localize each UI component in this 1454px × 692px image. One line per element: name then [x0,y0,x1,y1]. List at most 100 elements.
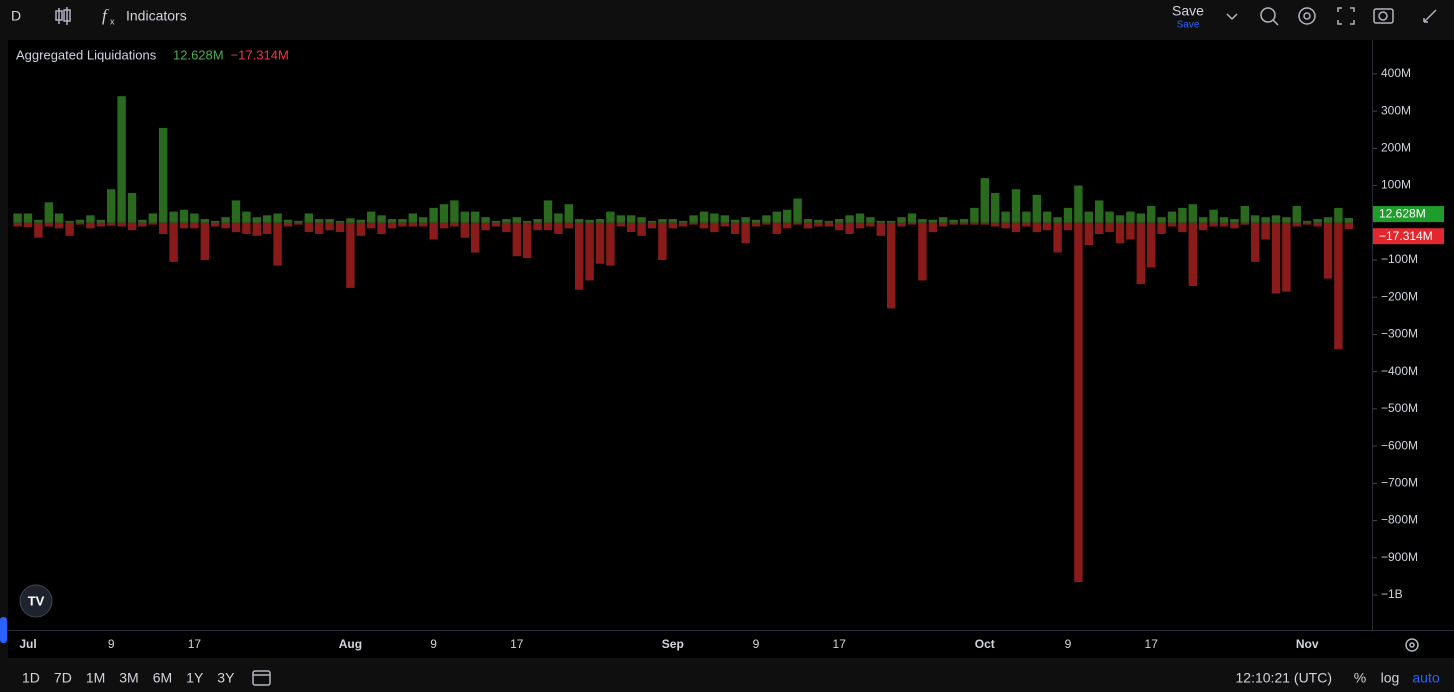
legend-value: −17.314M [231,47,289,62]
bar [575,219,584,223]
y-tick-label: 100M [1381,178,1411,192]
bar [387,222,397,229]
bar [1219,217,1229,223]
auto-toggle[interactable]: auto [1412,670,1439,686]
alert-icon[interactable] [1260,7,1279,26]
bar [991,192,1000,223]
bar [356,222,365,236]
bar [211,220,220,223]
y-tick-label: −1B [1381,587,1403,601]
bar [710,222,719,233]
fullscreen-icon[interactable] [1337,7,1355,25]
logo[interactable]: TV [19,584,53,618]
bar [699,222,709,229]
bar [221,222,230,229]
bar [1136,213,1145,223]
bar [741,222,750,244]
bar [107,222,116,226]
bar [543,222,553,231]
x-tick-label: 17 [188,637,202,651]
date-range-icon[interactable] [252,670,271,686]
range-button[interactable]: 1D [22,670,40,686]
bar [419,222,428,227]
legend-value: 12.628M [173,47,224,62]
bar [419,217,428,223]
bar [585,219,594,223]
bar [897,217,906,223]
chart-type-icon[interactable] [55,7,71,25]
range-button[interactable]: 1Y [186,670,204,686]
bar [512,217,521,223]
bar [1063,222,1073,231]
bar [367,211,376,223]
bar [304,222,313,233]
bar [439,204,449,223]
bar [242,222,251,234]
indicators-icon-sub: x [110,16,115,26]
bar [616,222,625,227]
bar [502,219,511,223]
settings-icon[interactable] [1298,7,1316,25]
bar [75,219,85,223]
y-axis: 400M 300M 200M 100M −100M −200M −300M −400M −500… [19,66,1444,651]
bar [1053,217,1062,223]
publish-icon[interactable] [1423,9,1437,23]
chart-pane [8,40,1372,630]
bar [824,222,833,227]
screenshot-icon[interactable] [1373,8,1394,24]
bar [231,222,241,233]
range-button[interactable]: 6M [153,670,172,686]
save-dropdown[interactable] [1226,13,1238,21]
range-button[interactable]: 1M [86,670,105,686]
bar [1261,222,1270,240]
bar [86,215,95,223]
bar [1074,185,1083,223]
bar [949,222,958,225]
bar [34,222,43,238]
bar [242,211,251,223]
bar [263,215,272,223]
bar [450,200,459,223]
clock: 12:10:21 (UTC) [1236,670,1332,686]
bar [408,222,417,227]
x-tick-label: 17 [1145,637,1159,651]
bar [720,222,729,227]
bar [835,222,844,231]
bar [1126,222,1135,240]
y-tick-label: −700M [1381,476,1418,490]
range-button[interactable]: 3Y [217,670,235,686]
range-button[interactable]: 7D [54,670,72,686]
y-tick-label: −200M [1381,289,1418,303]
last-value-label: 12.628M [1379,207,1426,221]
bar [190,213,199,223]
save-button[interactable]: Save [1172,3,1204,19]
x-tick-label: Sep [662,637,684,651]
bar [273,222,282,266]
log-toggle[interactable]: log [1381,670,1400,686]
bar [1271,222,1281,294]
x-tick-label: 9 [753,637,760,651]
bar [1313,222,1322,227]
range-button[interactable]: 3M [119,670,138,686]
panel-toggle[interactable] [0,617,7,643]
bar [824,220,833,223]
y-tick-label: −400M [1381,364,1418,378]
bar [793,198,802,223]
axis-settings[interactable] [1405,638,1419,652]
bar [1022,211,1031,223]
bar [481,222,490,231]
bar [793,222,802,225]
indicators-button[interactable]: Indicators [126,8,187,24]
bar [491,222,501,227]
bar [1344,222,1353,230]
bar [1095,200,1104,223]
bar [1240,206,1249,223]
bar [939,217,948,223]
save-status: Save [1177,20,1200,31]
bar [1063,207,1073,223]
bar [595,222,605,264]
percent-toggle[interactable]: % [1354,670,1366,686]
bar [502,222,511,233]
bar [55,222,64,229]
interval-button[interactable]: D [11,8,21,24]
